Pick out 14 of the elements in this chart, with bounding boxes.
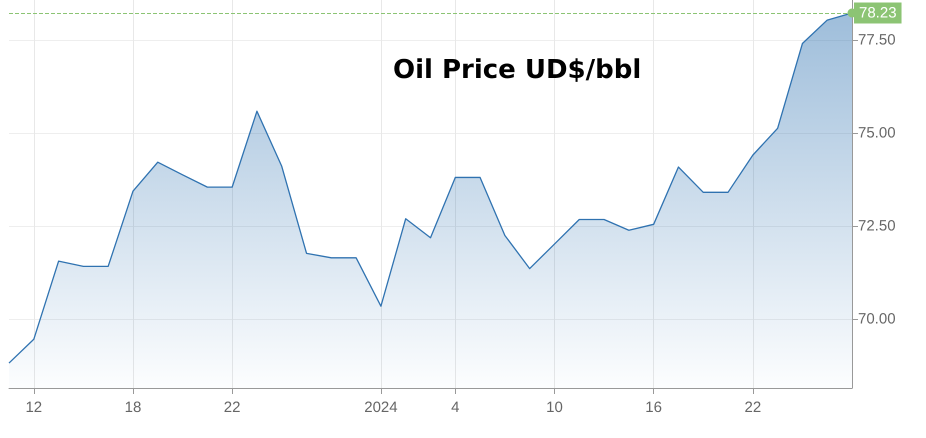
text: Oil Price UD$/bbl: [393, 55, 642, 85]
y-tick-label: 75.00: [858, 124, 896, 142]
ref-line-label: 78.23: [859, 4, 897, 22]
x-tick-label: 10: [546, 399, 563, 416]
x-tick-label: 4: [451, 399, 460, 416]
y-tick-label: 70.00: [858, 310, 896, 328]
x-tick-label: 12: [25, 399, 42, 416]
x-tick-label: 2024: [364, 399, 398, 416]
x-tick-label: 16: [645, 399, 662, 416]
x-tick-label: 18: [124, 399, 142, 416]
y-tick-label: 77.50: [858, 32, 896, 49]
x-tick-label: 22: [744, 399, 762, 416]
y-tick-label: 72.50: [858, 218, 896, 235]
x-tick-label: 22: [224, 399, 240, 416]
